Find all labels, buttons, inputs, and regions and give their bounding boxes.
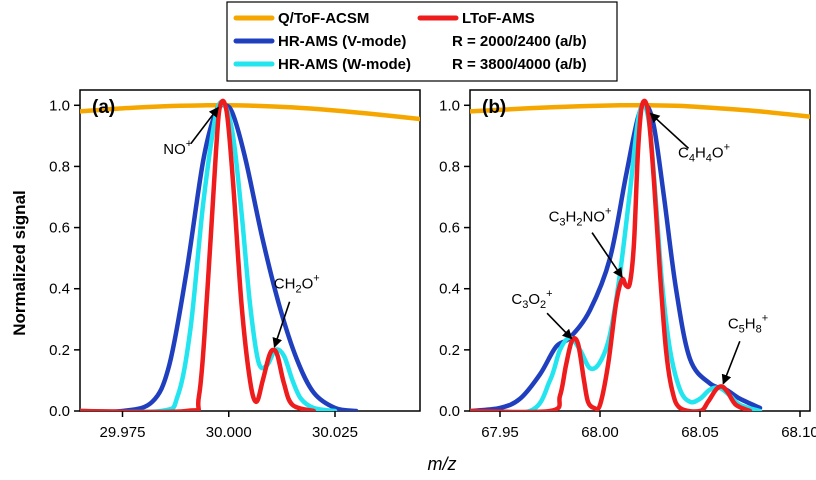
x-tick-label-b: 67.95 (481, 424, 519, 441)
x-axis-label: m/z (428, 454, 457, 474)
legend: Q/ToF-ACSM LToF-AMS HR-AMS (V-mode) R = … (226, 1, 618, 82)
series-line-q-tof-acsm-a (80, 102, 420, 122)
panel-b-label: (b) (482, 97, 506, 118)
panel-a: 29.975 30.000 30.025 0.0 0.2 0.4 0.6 0.8 1.0 NO+… (49, 89, 421, 441)
ion-label: C3O2+ (511, 288, 552, 311)
panel-b-annotations: C3O2+ C3H2NO+ C4H4O+ C5H8+ (511, 112, 768, 385)
ion-arrow (272, 301, 291, 349)
ion-arrow (721, 340, 741, 385)
ion-label: NO+ (163, 138, 192, 158)
ion-label: CH2O+ (274, 273, 320, 296)
legend-box (226, 1, 618, 82)
x-tick-label-b: 68.00 (581, 424, 619, 441)
y-tick-label-b: 0.2 (439, 342, 460, 359)
y-axis-label: Normalized signal (10, 190, 29, 335)
y-tick-label-a: 1.0 (49, 97, 70, 114)
series-line-q-tof-acsm-b (470, 102, 810, 119)
panel-b-series (470, 98, 810, 411)
y-tick-label-a: 0.8 (49, 158, 70, 175)
y-tick-label-b: 1.0 (439, 97, 460, 114)
legend-label-wmode: HR-AMS (W-mode) (278, 56, 411, 73)
x-tick-label-b: 68.10 (781, 424, 816, 441)
y-tick-label-b: 0.8 (439, 158, 460, 175)
x-tick-label-a: 30.000 (206, 424, 252, 441)
y-tick-label-b: 0.6 (439, 220, 460, 237)
x-tick-label-b: 68.05 (681, 424, 719, 441)
ion-arrow (649, 112, 690, 149)
panel-b-ticks: 67.95 68.00 68.05 68.10 0.0 0.2 0.4 0.6 0.8 1.0 (439, 97, 816, 441)
legend-resolution-v: R = 2000/2400 (a/b) (452, 33, 587, 50)
legend-resolution-w: R = 3800/4000 (a/b) (452, 56, 587, 73)
ion-arrow (190, 106, 219, 145)
ion-label: C5H8+ (728, 312, 768, 335)
y-tick-label-b: 0.0 (439, 403, 460, 420)
series-line-ltof-ams-a (80, 98, 316, 411)
y-tick-label-b: 0.4 (439, 281, 460, 298)
panel-a-frame (79, 89, 421, 412)
series-line-hr-ams-w-mode-a (80, 100, 338, 411)
series-line-ltof-ams-b (470, 98, 753, 411)
legend-label-vmode: HR-AMS (V-mode) (278, 33, 406, 50)
ion-label: C4H4O+ (678, 141, 730, 164)
panel-a-annotations: NO+ CH2O+ (163, 106, 320, 349)
y-tick-label-a: 0.6 (49, 220, 70, 237)
panel-b: 67.95 68.00 68.05 68.10 0.0 0.2 0.4 0.6 0.8 1.0 C… (439, 89, 816, 441)
y-tick-label-a: 0.0 (49, 403, 70, 420)
legend-label-qtof: Q/ToF-ACSM (278, 10, 369, 27)
ion-arrow (591, 232, 623, 278)
y-tick-label-a: 0.2 (49, 342, 70, 359)
ion-arrow (546, 312, 573, 340)
legend-label-ltof: LToF-AMS (462, 10, 535, 27)
panel-a-ticks: 29.975 30.000 30.025 0.0 0.2 0.4 0.6 0.8 1.0 (49, 97, 358, 441)
panel-a-series (80, 98, 420, 411)
panel-a-label: (a) (92, 97, 115, 118)
panel-b-frame (469, 89, 811, 412)
x-tick-label-a: 29.975 (100, 424, 146, 441)
x-tick-label-a: 30.025 (312, 424, 358, 441)
y-tick-label-a: 0.4 (49, 281, 70, 298)
ion-label: C3H2NO+ (549, 205, 612, 228)
